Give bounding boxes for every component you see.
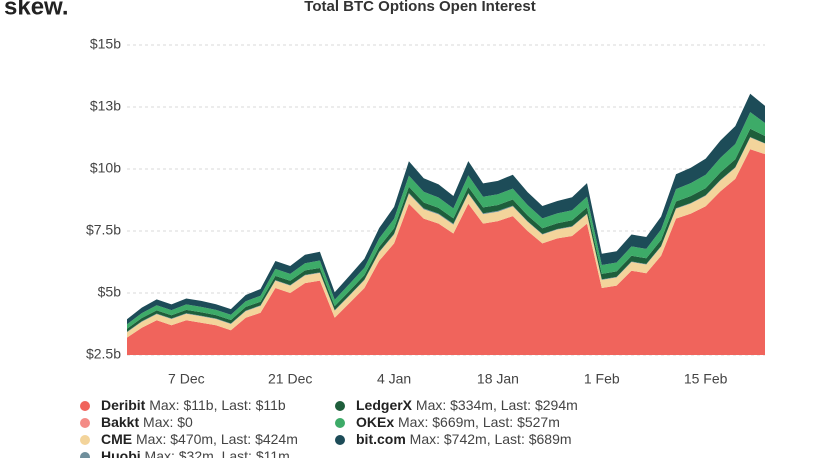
y-tick-label: $10b <box>90 160 121 176</box>
legend-name: Deribit <box>101 397 146 413</box>
area <box>127 137 765 338</box>
legend-item: bit.com Max: $742m, Last: $689m <box>335 431 572 447</box>
legend-swatch <box>335 418 345 428</box>
x-tick-label: 18 Jan <box>477 371 519 387</box>
legend-name: LedgerX <box>356 397 413 413</box>
area <box>127 93 765 325</box>
chart-title: Total BTC Options Open Interest <box>304 0 535 15</box>
x-tick-label: 15 Feb <box>684 371 728 387</box>
legend-label: bit.com Max: $742m, Last: $689m <box>356 431 572 447</box>
legend-summary: Max: $470m, Last: $424m <box>136 431 298 447</box>
legend-item: Huobi Max: $32m, Last: $11m <box>80 448 290 458</box>
legend-name: Bakkt <box>101 414 139 430</box>
legend-swatch <box>80 452 90 458</box>
x-tick-label: 1 Feb <box>584 371 620 387</box>
legend-swatch <box>335 435 345 445</box>
y-tick-label: $7.5b <box>86 222 121 238</box>
area <box>127 112 765 329</box>
legend-summary: Max: $669m, Last: $527m <box>398 414 560 430</box>
legend-item: OKEx Max: $669m, Last: $527m <box>335 414 560 430</box>
area <box>127 128 765 332</box>
legend-label: LedgerX Max: $334m, Last: $294m <box>356 397 578 413</box>
legend-item: CME Max: $470m, Last: $424m <box>80 431 298 447</box>
x-tick-label: 21 Dec <box>268 371 312 387</box>
legend-swatch <box>80 401 90 411</box>
legend-summary: Max: $11b, Last: $11b <box>149 397 286 413</box>
legend-label: Huobi Max: $32m, Last: $11m <box>101 448 290 458</box>
area <box>127 149 765 355</box>
y-tick-label: $2.5b <box>86 346 121 362</box>
legend-summary: Max: $0 <box>143 414 193 430</box>
legend-swatch <box>335 401 345 411</box>
logo: skew. <box>4 0 69 20</box>
legend-label: OKEx Max: $669m, Last: $527m <box>356 414 560 430</box>
legend-summary: Max: $334m, Last: $294m <box>416 397 578 413</box>
legend-label: Bakkt Max: $0 <box>101 414 193 430</box>
legend-swatch <box>80 418 90 428</box>
x-tick-label: 7 Dec <box>168 371 205 387</box>
legend-summary: Max: $32m, Last: $11m <box>145 448 290 458</box>
legend-name: CME <box>101 431 132 447</box>
legend-label: CME Max: $470m, Last: $424m <box>101 431 298 447</box>
legend-item: Bakkt Max: $0 <box>80 414 193 430</box>
y-tick-label: $15b <box>90 36 121 52</box>
legend-name: Huobi <box>101 448 141 458</box>
legend-name: OKEx <box>356 414 394 430</box>
legend-label: Deribit Max: $11b, Last: $11b <box>101 397 286 413</box>
legend-name: bit.com <box>356 431 406 447</box>
legend-item: Deribit Max: $11b, Last: $11b <box>80 397 286 413</box>
legend-item: LedgerX Max: $334m, Last: $294m <box>335 397 578 413</box>
x-tick-label: 4 Jan <box>377 371 411 387</box>
y-tick-label: $5b <box>98 284 122 300</box>
legend-swatch <box>80 435 90 445</box>
legend-summary: Max: $742m, Last: $689m <box>410 431 572 447</box>
y-tick-label: $13b <box>90 98 121 114</box>
